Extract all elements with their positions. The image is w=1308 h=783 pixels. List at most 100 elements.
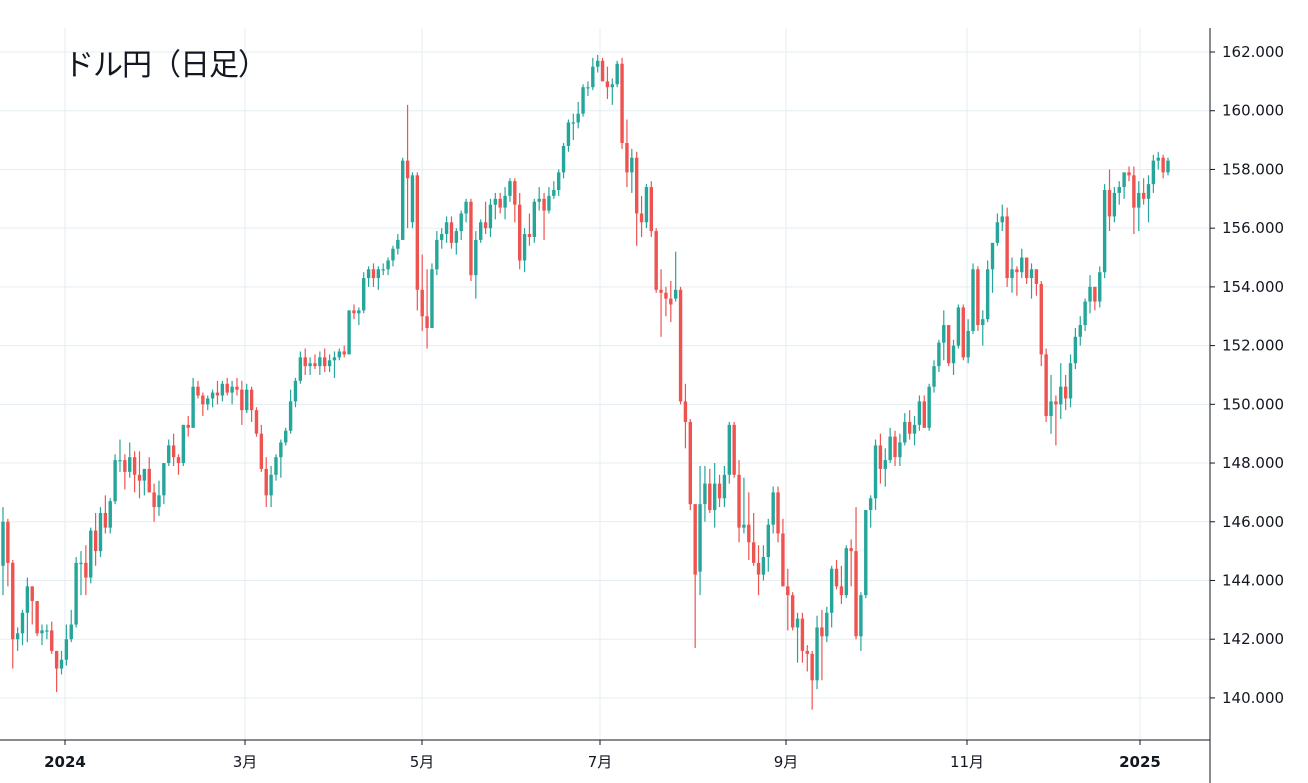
candle-up bbox=[630, 148, 634, 193]
candle-body bbox=[498, 198, 502, 208]
candle-body bbox=[659, 289, 663, 293]
candle-up bbox=[591, 57, 595, 91]
candle-body bbox=[20, 612, 25, 634]
candle-body bbox=[313, 363, 317, 367]
candle-up bbox=[556, 169, 561, 196]
candle-down bbox=[469, 198, 473, 282]
candle-down bbox=[1039, 281, 1043, 367]
candle-up bbox=[488, 198, 493, 237]
candle-down bbox=[186, 416, 190, 437]
candle-body bbox=[761, 556, 766, 575]
candle-down bbox=[371, 263, 376, 287]
candle-down bbox=[240, 380, 244, 425]
candle-body bbox=[927, 386, 931, 428]
time-axis[interactable]: 2024 3月 5月 7月 9月 11月 2025 bbox=[44, 740, 1161, 771]
candle-body bbox=[849, 548, 853, 552]
candle-body bbox=[742, 524, 746, 528]
candle-up bbox=[206, 395, 210, 411]
candle-up bbox=[15, 627, 20, 651]
candle-up bbox=[927, 383, 931, 431]
candle-up bbox=[191, 377, 195, 428]
candle-body bbox=[1024, 257, 1029, 279]
price-axis[interactable]: 140.000 142.000 144.000 146.000 148.000 150.0… bbox=[1210, 43, 1284, 707]
candle-body bbox=[128, 457, 132, 472]
candle-body bbox=[459, 213, 463, 232]
candle-body bbox=[123, 460, 127, 472]
candle-body bbox=[922, 401, 926, 428]
candle-up bbox=[873, 439, 878, 511]
candle-up bbox=[157, 480, 161, 516]
candle-up bbox=[128, 442, 132, 478]
candle-down bbox=[425, 269, 429, 349]
candle-body bbox=[444, 222, 449, 235]
candle-up bbox=[64, 624, 69, 666]
candle-up bbox=[478, 219, 483, 243]
candle-body bbox=[98, 512, 103, 552]
candle-up bbox=[537, 187, 541, 211]
candle-down bbox=[35, 601, 39, 637]
candle-down bbox=[605, 66, 610, 99]
candle-up bbox=[766, 518, 770, 572]
candle-body bbox=[517, 204, 522, 261]
candle-body bbox=[1141, 192, 1146, 199]
candle-body bbox=[615, 63, 619, 85]
candle-body bbox=[771, 492, 775, 525]
candle-body bbox=[576, 113, 580, 123]
candle-body bbox=[298, 357, 303, 381]
time-tick-label: 2024 bbox=[44, 753, 86, 771]
candle-body bbox=[1083, 301, 1087, 326]
price-tick-label: 162.000 bbox=[1222, 43, 1284, 61]
candle-body bbox=[878, 445, 883, 469]
candle-down bbox=[839, 565, 844, 604]
candles bbox=[1, 54, 1170, 710]
grid-lines bbox=[0, 28, 1210, 740]
candle-body bbox=[142, 468, 147, 481]
candle-down bbox=[342, 345, 346, 358]
candle-up bbox=[396, 234, 400, 255]
candle-down bbox=[93, 512, 98, 566]
candle-body bbox=[391, 248, 395, 261]
candle-body bbox=[493, 198, 498, 205]
time-tick-label: 11月 bbox=[950, 753, 984, 771]
time-tick-label: 2025 bbox=[1119, 753, 1161, 771]
candle-body bbox=[639, 213, 644, 223]
candle-up bbox=[552, 181, 556, 199]
price-tick-label: 144.000 bbox=[1222, 571, 1284, 589]
candle-up bbox=[1068, 354, 1073, 408]
candle-body bbox=[1151, 160, 1156, 185]
candle-up bbox=[381, 263, 385, 276]
candle-body bbox=[664, 292, 668, 299]
candle-up bbox=[1102, 184, 1107, 279]
candle-down bbox=[820, 609, 824, 681]
candle-body bbox=[903, 421, 907, 443]
candle-up bbox=[269, 465, 273, 508]
candle-body bbox=[235, 386, 239, 390]
price-tick-label: 152.000 bbox=[1222, 337, 1284, 355]
candle-body bbox=[352, 310, 356, 314]
candle-down bbox=[123, 454, 127, 490]
candle-down bbox=[517, 192, 522, 270]
candle-up bbox=[995, 213, 1000, 246]
candle-body bbox=[1000, 216, 1004, 223]
candle-up bbox=[318, 351, 322, 375]
candle-body bbox=[937, 342, 941, 367]
candle-down bbox=[323, 348, 327, 373]
candle-up bbox=[74, 556, 78, 628]
candle-body bbox=[327, 360, 332, 367]
candle-body bbox=[727, 424, 731, 475]
candle-down bbox=[313, 354, 317, 370]
candle-body bbox=[566, 122, 571, 146]
candle-body bbox=[1112, 192, 1117, 217]
candle-up bbox=[293, 377, 298, 408]
candle-up bbox=[1049, 374, 1053, 434]
candle-down bbox=[1093, 286, 1097, 311]
candle-up bbox=[795, 612, 800, 663]
candle-up bbox=[566, 119, 571, 152]
candle-down bbox=[449, 216, 454, 249]
candle-body bbox=[1137, 192, 1141, 208]
candle-down bbox=[693, 504, 697, 649]
candle-body bbox=[800, 618, 805, 651]
candle-up bbox=[69, 609, 73, 643]
candle-body bbox=[215, 392, 220, 396]
candle-body bbox=[503, 195, 507, 208]
